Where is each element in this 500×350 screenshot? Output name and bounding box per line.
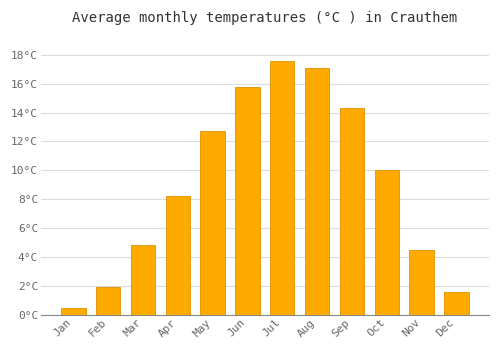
Bar <box>305 68 330 315</box>
Bar <box>236 87 260 315</box>
Bar <box>270 61 294 315</box>
Bar <box>444 292 468 315</box>
Bar <box>96 287 120 315</box>
Bar <box>410 250 434 315</box>
Bar <box>131 245 155 315</box>
Title: Average monthly temperatures (°C ) in Crauthem: Average monthly temperatures (°C ) in Cr… <box>72 11 458 25</box>
Bar <box>340 108 364 315</box>
Bar <box>200 131 225 315</box>
Bar <box>62 308 86 315</box>
Bar <box>374 170 399 315</box>
Bar <box>166 196 190 315</box>
